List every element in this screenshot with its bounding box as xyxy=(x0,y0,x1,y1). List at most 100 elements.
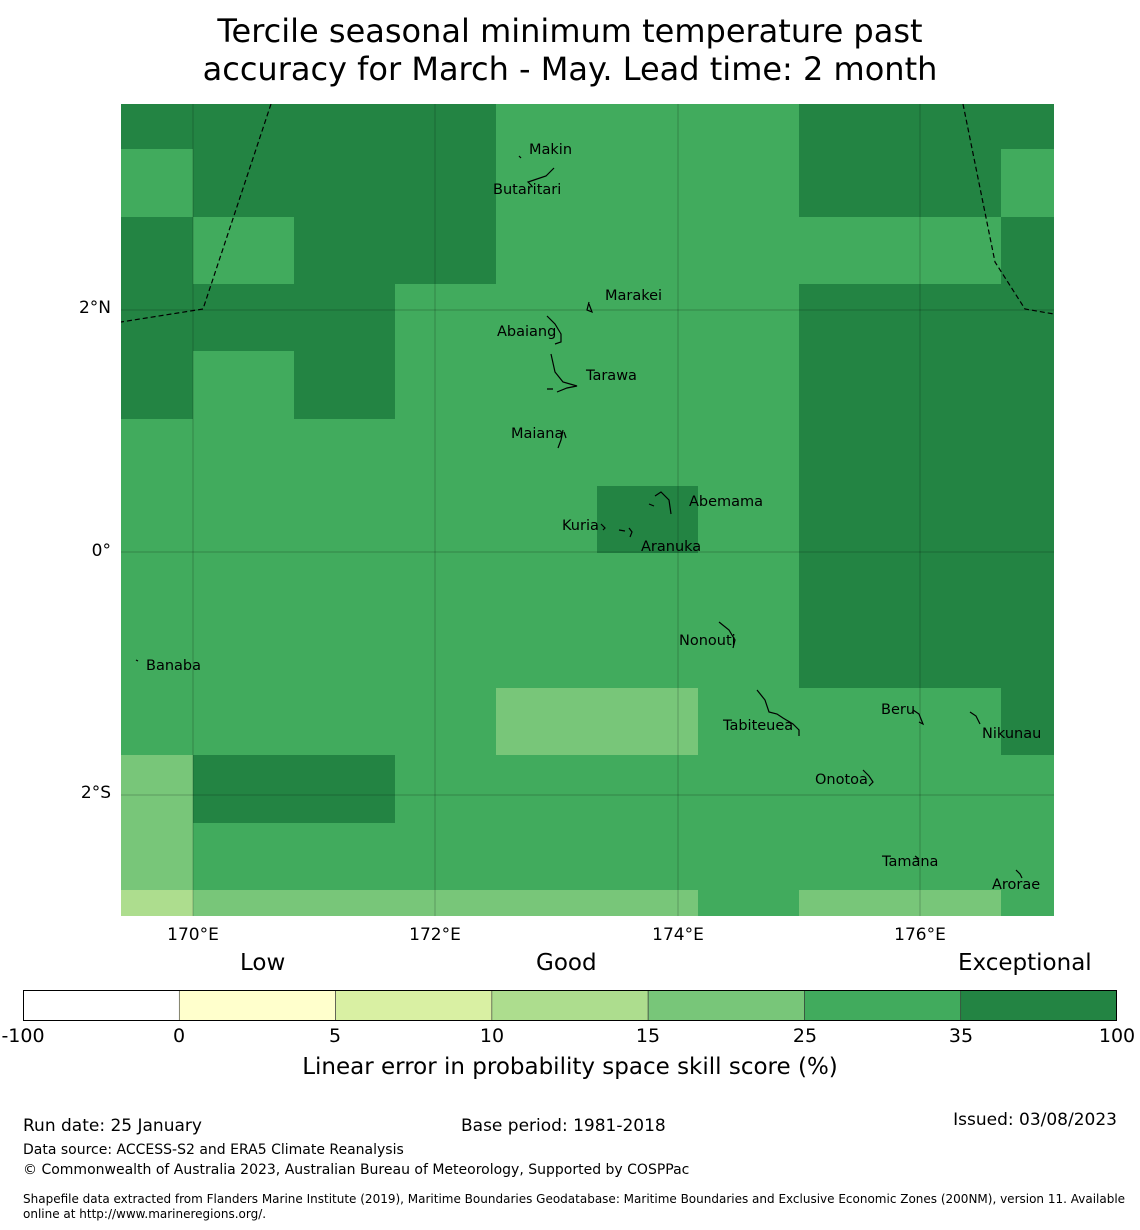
grid-cell xyxy=(193,890,699,916)
grid-cell xyxy=(597,621,699,689)
grid-cell xyxy=(121,688,194,756)
grid-cell xyxy=(1001,419,1054,487)
grid-cell xyxy=(294,217,396,285)
grid-cell xyxy=(698,688,800,756)
grid-cell xyxy=(597,553,699,622)
grid-cell xyxy=(799,284,901,352)
grid-cell xyxy=(496,486,598,554)
grid-cell xyxy=(799,351,901,420)
colorbar-segments xyxy=(22,989,1118,1022)
grid-cell xyxy=(496,284,598,352)
colorbar-segment xyxy=(491,989,649,1022)
place-label-maiana: Maiana xyxy=(511,426,563,442)
grid-cell xyxy=(799,419,901,487)
grid-cell xyxy=(698,755,800,824)
grid-cell xyxy=(193,217,295,285)
eez-boundaries xyxy=(121,104,1054,323)
grid-cell xyxy=(496,351,598,420)
colorbar-segment xyxy=(178,989,336,1022)
copyright: © Commonwealth of Australia 2023, Austra… xyxy=(23,1162,690,1178)
islands xyxy=(135,155,1023,879)
grid-cell xyxy=(121,104,194,150)
legend-category-low: Low xyxy=(240,950,286,976)
grid-cell xyxy=(597,823,699,891)
grid-cell xyxy=(193,419,295,487)
grid-cell xyxy=(121,217,194,285)
place-label-arorae: Arorae xyxy=(992,877,1040,893)
lon-label-170e: 170°E xyxy=(167,925,219,945)
chart-title: Tercile seasonal minimum temperature pas… xyxy=(0,12,1140,88)
map-panel[interactable]: Makin Butaritari Marakei Abaiang Tarawa … xyxy=(121,104,1054,916)
colorbar-tick-35: 35 xyxy=(948,1025,974,1047)
map-svg: Makin Butaritari Marakei Abaiang Tarawa … xyxy=(121,104,1054,916)
place-label-tabiteuea: Tabiteuea xyxy=(722,718,793,734)
grid-cell xyxy=(193,621,295,689)
island-beru xyxy=(912,709,925,726)
grid-cell xyxy=(698,351,800,420)
grid-cell xyxy=(496,217,598,285)
grid-cell xyxy=(121,284,194,352)
grid-cell xyxy=(121,486,194,554)
colorbar-tick-neg100: -100 xyxy=(1,1025,45,1047)
colorbar-tick-100: 100 xyxy=(1098,1025,1136,1047)
grid-cell xyxy=(799,149,901,218)
grid-cell xyxy=(698,104,800,150)
colorbar-tick-0: 0 xyxy=(172,1025,186,1047)
island-maiana xyxy=(557,429,567,449)
grid-cell xyxy=(1001,553,1054,622)
place-label-beru: Beru xyxy=(881,702,915,718)
grid-cell xyxy=(395,104,497,150)
grid-cell xyxy=(698,890,800,916)
grid-cell xyxy=(597,419,699,487)
grid-cell xyxy=(1001,755,1054,824)
grid-cell xyxy=(799,486,901,554)
colorbar-tick-10: 10 xyxy=(479,1025,505,1047)
title-line-1: Tercile seasonal minimum temperature pas… xyxy=(217,12,923,50)
place-label-kuria: Kuria xyxy=(562,518,599,534)
grid-cell xyxy=(395,149,497,218)
grid-cell xyxy=(121,755,194,824)
grid-cell xyxy=(1001,621,1054,689)
grid-cell xyxy=(698,621,800,689)
grid-cell xyxy=(496,149,598,218)
grid-cell xyxy=(294,104,396,150)
grid-cell xyxy=(698,284,800,352)
lat-label-2s: 2°S xyxy=(80,783,111,803)
grid-cell xyxy=(597,149,699,218)
place-label-tarawa: Tarawa xyxy=(585,368,637,384)
grid-cell xyxy=(496,688,598,756)
colorbar-segment xyxy=(647,989,805,1022)
grid-cell xyxy=(193,351,295,420)
grid-cell xyxy=(395,486,497,554)
grid-cell xyxy=(698,823,800,891)
island-arorae xyxy=(1015,869,1023,879)
grid-cell xyxy=(395,217,497,285)
lon-label-172e: 172°E xyxy=(409,925,461,945)
grid-cell xyxy=(900,688,1002,756)
skill-grid xyxy=(121,104,1054,916)
island-nonouti xyxy=(718,621,736,649)
title-line-2: accuracy for March - May. Lead time: 2 m… xyxy=(202,50,938,88)
data-source: Data source: ACCESS-S2 and ERA5 Climate … xyxy=(23,1142,404,1158)
grid-cell xyxy=(900,755,1002,824)
graticule xyxy=(121,104,1054,916)
grid-cell xyxy=(900,284,1002,352)
grid-cell xyxy=(799,217,901,285)
run-date: Run date: 25 January xyxy=(23,1116,202,1136)
lat-label-2n: 2°N xyxy=(78,298,111,318)
eez-boundary-east xyxy=(962,104,1054,315)
island-abaiang xyxy=(546,315,562,345)
lon-label-174e: 174°E xyxy=(652,925,704,945)
grid-cell xyxy=(597,284,699,352)
grid-cell xyxy=(496,621,598,689)
grid-cell xyxy=(698,217,800,285)
grid-cell xyxy=(395,688,497,756)
grid-cell xyxy=(597,486,699,554)
grid-cell xyxy=(294,553,396,622)
grid-cell xyxy=(294,688,396,756)
grid-cell xyxy=(900,217,1002,285)
grid-cell xyxy=(698,553,800,622)
grid-cell xyxy=(496,553,598,622)
grid-cell xyxy=(900,486,1002,554)
grid-cell xyxy=(395,284,497,352)
